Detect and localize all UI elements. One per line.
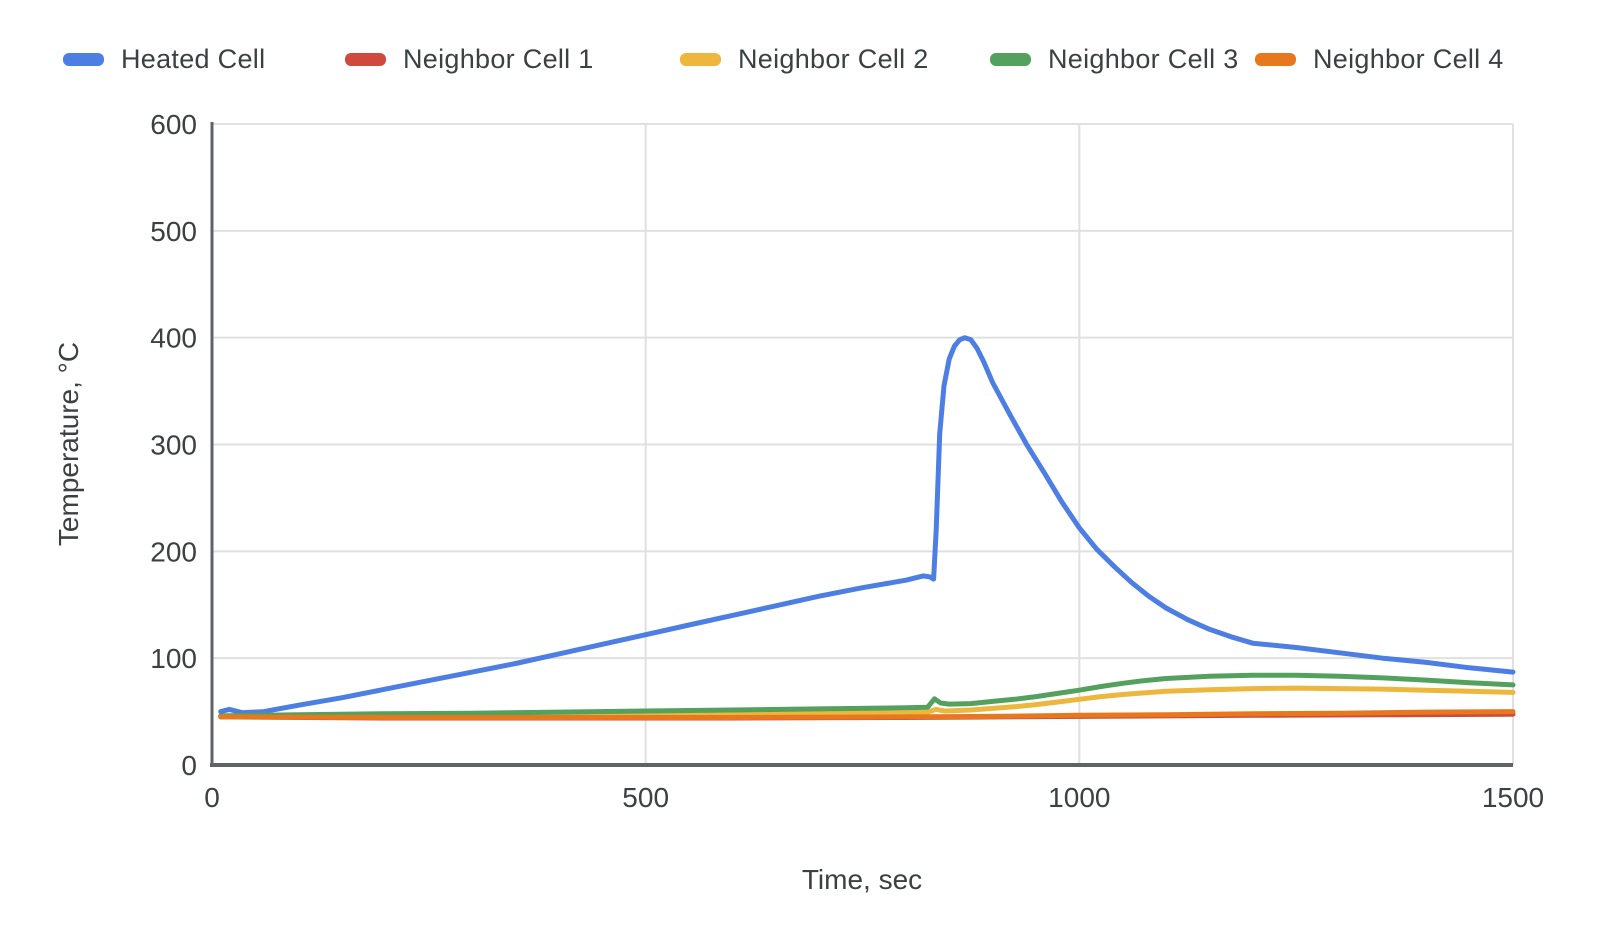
series-layer	[218, 335, 1516, 721]
legend-item-heated-cell: Heated Cell	[63, 44, 265, 75]
x-tick-label: 500	[622, 782, 669, 813]
x-axis-title: Time, sec	[802, 864, 922, 895]
legend-swatch-heated-cell	[63, 53, 104, 66]
legend-item-neighbor-cell-2: Neighbor Cell 2	[680, 44, 929, 75]
legend-label-neighbor-cell-2: Neighbor Cell 2	[738, 44, 929, 74]
series-line-neighbor-cell-2	[218, 685, 1516, 720]
legend-label-heated-cell: Heated Cell	[121, 44, 266, 74]
legend-item-neighbor-cell-4: Neighbor Cell 4	[1255, 44, 1504, 75]
y-tick-label: 300	[150, 430, 197, 461]
y-tick-label: 100	[150, 643, 197, 674]
series-line-neighbor-cell-3	[218, 672, 1516, 719]
x-tick-label: 1500	[1482, 782, 1544, 813]
legend-label-neighbor-cell-3: Neighbor Cell 3	[1048, 44, 1239, 74]
y-tick-label: 0	[181, 750, 197, 781]
legend-swatch-neighbor-cell-4	[1255, 53, 1296, 66]
legend-swatch-neighbor-cell-1	[345, 53, 386, 66]
x-tick-label: 1000	[1048, 782, 1110, 813]
legend-swatch-neighbor-cell-3	[990, 53, 1031, 66]
legend-item-neighbor-cell-1: Neighbor Cell 1	[345, 44, 594, 75]
legend-item-neighbor-cell-3: Neighbor Cell 3	[990, 44, 1239, 75]
tick-label-layer: 0 100 200 300 400 500 600 0 500 1000 1500	[150, 109, 1544, 813]
axis-layer	[210, 122, 1513, 767]
y-axis-title: Temperature, °C	[53, 342, 84, 546]
y-tick-label: 600	[150, 109, 197, 140]
series-line-heated-cell	[218, 335, 1516, 716]
chart-legend: Heated Cell Neighbor Cell 1 Neighbor Cell …	[0, 44, 1600, 74]
grid-layer	[212, 123, 1514, 765]
legend-swatch-neighbor-cell-2	[680, 53, 721, 66]
x-tick-label: 0	[204, 782, 220, 813]
y-tick-label: 400	[150, 323, 197, 354]
series-line-neighbor-cell-4	[218, 709, 1516, 720]
legend-label-neighbor-cell-4: Neighbor Cell 4	[1313, 44, 1504, 74]
y-tick-label: 500	[150, 216, 197, 247]
y-tick-label: 200	[150, 536, 197, 567]
legend-label-neighbor-cell-1: Neighbor Cell 1	[403, 44, 594, 74]
